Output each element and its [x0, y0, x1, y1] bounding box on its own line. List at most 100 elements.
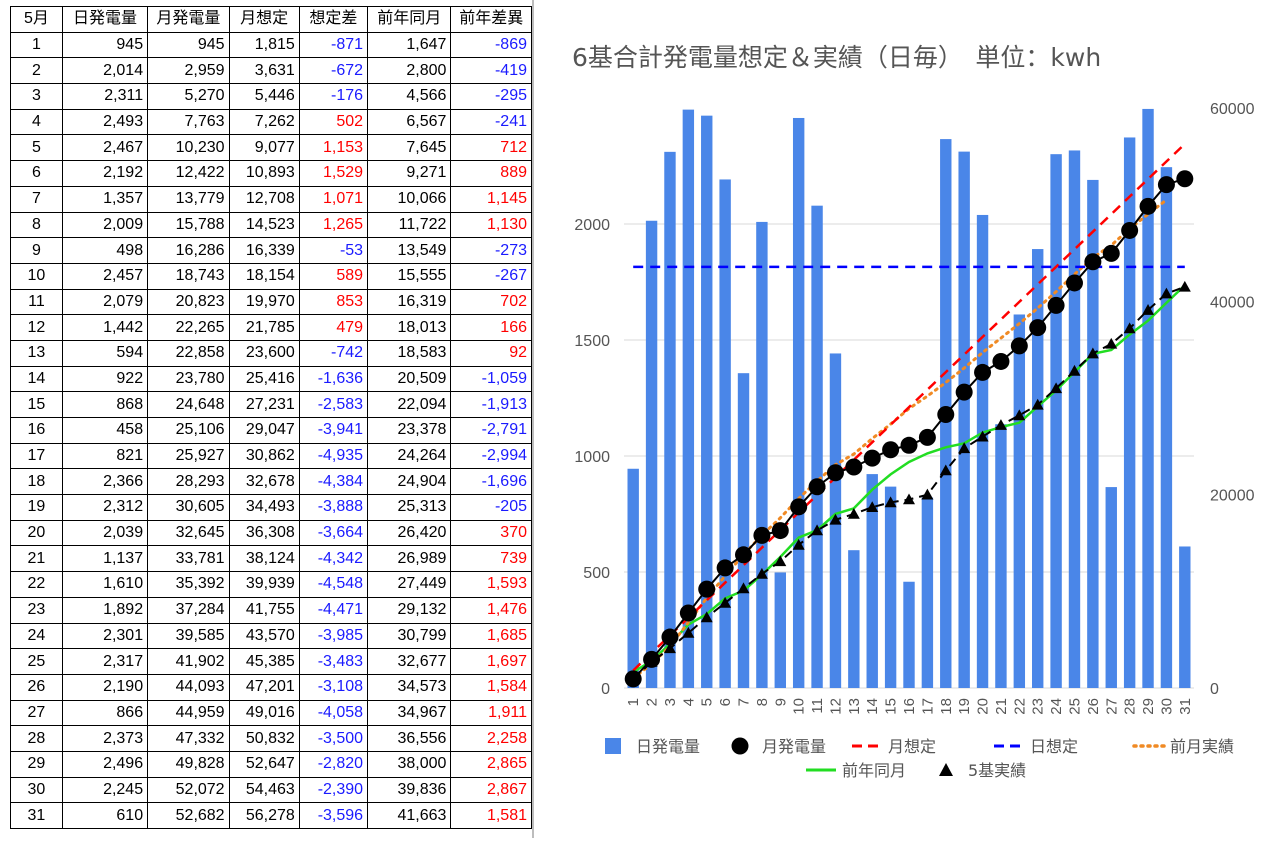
table-cell: -2,791	[450, 417, 532, 444]
marker-five-units	[1105, 337, 1118, 349]
bar	[1179, 546, 1191, 688]
table-cell: 47,332	[147, 725, 230, 752]
table-cell: 49,016	[228, 699, 300, 727]
x-tick-label: 3	[662, 698, 679, 706]
table-cell: -419	[450, 57, 532, 85]
table-cell: 27,231	[228, 391, 300, 418]
table-cell: 1,593	[450, 571, 532, 598]
chart-svg: 6基合計発電量想定＆実績（日毎） 単位：kwh 0 500 1000 1500 2000…	[572, 43, 1255, 780]
table-cell: 22	[10, 571, 63, 598]
x-tick-label: 26	[1085, 698, 1102, 715]
marker-five-units	[700, 611, 713, 623]
bar	[682, 109, 695, 688]
table-cell: 1,529	[298, 160, 369, 187]
table-cell: 945	[61, 31, 149, 59]
table-cell: 2,865	[450, 750, 532, 778]
table-cell: 1,137	[61, 545, 149, 573]
table-cell: -3,483	[298, 648, 369, 675]
marker-five-units	[994, 419, 1007, 430]
table-cell: -4,548	[298, 571, 369, 598]
table-cell: 43,570	[228, 622, 300, 650]
table-cell: 479	[298, 314, 369, 341]
table-cell: -871	[298, 31, 369, 59]
marker-five-units	[1142, 304, 1155, 315]
y-left-tick-label: 0	[601, 681, 610, 698]
bar	[903, 581, 915, 688]
marker-five-units	[682, 626, 695, 638]
table-cell: 26,989	[367, 545, 452, 573]
chart-panel: 6基合計発電量想定＆実績（日毎） 単位：kwh 0 500 1000 1500 2000…	[534, 0, 1280, 838]
marker-five-units	[1013, 409, 1026, 421]
table-cell: 2,366	[61, 468, 149, 496]
x-tick-label: 9	[772, 698, 789, 706]
table-cell: 25,927	[147, 442, 230, 470]
table-cell: 7	[10, 185, 63, 213]
marker-monthly	[716, 559, 734, 577]
table-cell: 2,079	[61, 288, 149, 316]
table-cell: 18,583	[367, 339, 452, 367]
table-cell: 1,265	[298, 211, 369, 239]
x-tick-label: 31	[1177, 698, 1194, 715]
table-cell: -4,342	[298, 545, 369, 573]
table-cell: 52,682	[147, 802, 230, 829]
y-left-tick-label: 500	[583, 565, 610, 582]
table-cell: -267	[450, 262, 532, 290]
table-row: 19 2,312 30,605 34,493 -3,888 25,313 -205	[10, 494, 532, 521]
table-cell: 52,072	[147, 776, 230, 804]
marker-monthly	[1121, 221, 1139, 239]
table-cell: 32,677	[367, 648, 452, 675]
table-cell: -3,985	[298, 622, 369, 650]
marker-monthly	[1047, 296, 1065, 314]
table-cell: 25,313	[367, 494, 452, 521]
marker-five-units	[847, 508, 860, 519]
table-cell: 49,828	[147, 750, 230, 778]
bar	[921, 497, 934, 688]
table-cell: 47,201	[228, 673, 300, 701]
table-cell: 34,573	[367, 673, 452, 701]
table-cell: 16,339	[228, 237, 300, 264]
marker-five-units	[663, 642, 676, 654]
bar	[1013, 314, 1026, 688]
table-cell: 31	[10, 802, 63, 829]
table-cell: 922	[61, 365, 149, 393]
table-row: 22 1,610 35,392 39,939 -4,548 27,449 1,593	[10, 571, 532, 598]
table-row: 10 2,457 18,743 18,154 589 15,555 -267	[10, 262, 532, 290]
bar	[958, 151, 970, 689]
marker-five-units	[1086, 347, 1099, 359]
marker-monthly	[1029, 319, 1047, 337]
table-cell: 2,496	[61, 750, 149, 778]
table-cell: 945	[147, 31, 230, 59]
marker-monthly	[1176, 170, 1194, 188]
table-cell: 370	[450, 519, 532, 547]
marker-five-units	[829, 513, 842, 525]
x-tick-label: 27	[1103, 698, 1120, 715]
table-cell: 166	[450, 314, 532, 341]
table-row: 20 2,039 32,645 36,308 -3,664 26,420 370	[10, 519, 532, 547]
marker-monthly	[992, 352, 1010, 370]
table-cell: -295	[450, 83, 532, 110]
table-row: 7 1,357 13,779 12,708 1,071 10,066 1,145	[10, 185, 532, 213]
table-cell: 1,442	[61, 314, 149, 341]
table-cell: 12,422	[147, 160, 230, 187]
marker-five-units	[884, 496, 897, 508]
bar	[976, 214, 989, 688]
x-tick-label: 19	[956, 698, 973, 715]
table-cell: 1,476	[450, 596, 532, 624]
table-cell: 34,967	[367, 699, 452, 727]
x-tick-label: 14	[864, 698, 881, 715]
bar	[756, 221, 768, 689]
table-cell: -1,059	[450, 365, 532, 393]
table-cell: 29,132	[367, 596, 452, 624]
table-cell: 45,385	[228, 648, 300, 675]
table-cell: 1,584	[450, 673, 532, 701]
table-cell: 1,071	[298, 185, 369, 213]
pane-divider	[532, 0, 534, 838]
table-cell: 1,581	[450, 802, 532, 829]
x-tick-label: 6	[717, 698, 734, 706]
marker-five-units	[774, 555, 787, 567]
table-row: 16 458 25,106 29,047 -3,941 23,378 -2,791	[10, 417, 532, 444]
table-cell: -3,664	[298, 519, 369, 547]
table-cell: 41,755	[228, 596, 300, 624]
marker-monthly	[771, 522, 789, 540]
